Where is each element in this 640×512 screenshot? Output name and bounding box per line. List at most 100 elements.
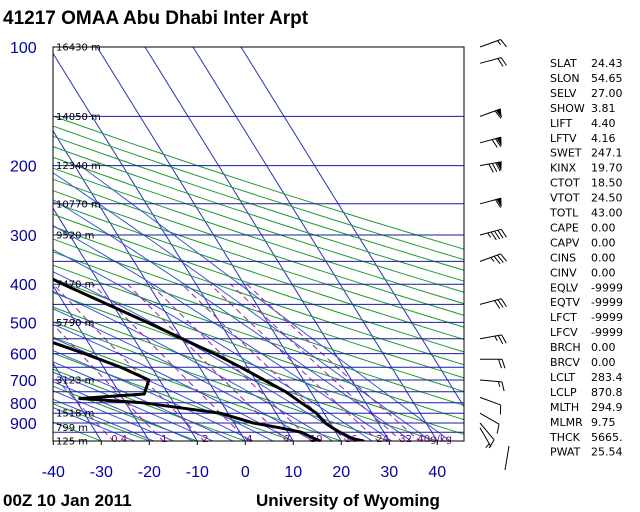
barb-full — [500, 229, 507, 238]
index-value: 54.65 — [591, 72, 623, 85]
index-value: 0.00 — [591, 236, 616, 249]
index-value: 43.00 — [591, 207, 623, 220]
dry-adiabat — [53, 352, 295, 441]
pressure-tick-label: 500 — [10, 315, 37, 332]
pressure-tick-label: 200 — [10, 159, 37, 176]
wind-barb — [480, 358, 506, 369]
mixing-ratio-label: 2 — [202, 434, 208, 445]
moist-adiabat — [53, 398, 156, 441]
index-value: 24.43 — [591, 57, 623, 70]
index-value: 9.75 — [591, 416, 616, 429]
isotherm-line — [96, 47, 342, 441]
mixing-ratio-label: 24 — [376, 434, 389, 445]
dry-adiabat — [53, 306, 439, 441]
barb-half — [494, 335, 498, 341]
wind-barb — [479, 298, 507, 309]
barb-shaft — [479, 228, 502, 236]
height-label: 3123 m — [56, 376, 94, 387]
index-key: CAPV — [550, 236, 580, 249]
barb-full — [497, 58, 504, 67]
height-label: 12340 m — [56, 161, 101, 172]
temperature-tick-label: 10 — [284, 464, 302, 481]
pressure-tick-label: 400 — [10, 277, 37, 294]
wind-barb — [479, 379, 505, 392]
moist-adiabat — [53, 381, 195, 441]
wind-barb — [479, 412, 500, 434]
mixing-ratio-label: 4 — [246, 434, 252, 445]
index-value: 25.54 — [591, 446, 623, 459]
height-label: 14050 m — [56, 112, 101, 123]
barb-pennant — [496, 161, 502, 171]
barb-shaft — [479, 379, 502, 383]
moist-adiabat — [53, 172, 432, 441]
pressure-axis: 100 200 300 400 500 600 700 800 900 — [10, 40, 37, 433]
height-label: 9520 m — [56, 231, 94, 242]
indices-panel: SLAT 24.43 SLON 54.65 SELV 27.00 SHOW 3.81 LIFT 4… — [549, 57, 623, 459]
barb-full — [491, 139, 498, 148]
dry-adiabat — [53, 225, 464, 366]
wind-barb — [479, 57, 507, 67]
index-key: MLMR — [550, 416, 583, 429]
index-value: 0.00 — [591, 356, 616, 369]
barb-full — [500, 253, 507, 262]
moist-adiabat — [53, 371, 215, 441]
dry-adiabat — [53, 278, 464, 421]
height-labels: 16430 m 14050 m 12340 m 10770 m 9520 m 7470 m… — [56, 43, 101, 448]
dewpoint-profile — [53, 341, 322, 441]
dry-adiabat — [53, 178, 464, 316]
index-value: -9999 — [591, 311, 623, 324]
isotherm-line — [192, 47, 438, 441]
index-value: 0.00 — [591, 251, 616, 264]
height-label: 5790 m — [56, 318, 94, 329]
wind-barb — [479, 427, 492, 449]
moist-adiabat — [53, 390, 175, 441]
dry-adiabat — [53, 190, 464, 328]
index-value: 870.8 — [591, 386, 623, 399]
dry-adiabat — [53, 264, 464, 406]
pressure-tick-label: 700 — [10, 373, 37, 390]
barb-full — [494, 110, 502, 119]
footer-date: 00Z 10 Jan 2011 — [3, 491, 132, 510]
barb-shaft — [479, 108, 501, 117]
index-key: CAPE — [550, 221, 579, 234]
index-key: BRCV — [550, 356, 580, 369]
sounding-profiles — [53, 277, 365, 441]
index-value: -9999 — [591, 281, 623, 294]
moist-adiabat — [53, 407, 136, 441]
mixing-ratio-label: 32 — [399, 434, 412, 445]
barb-full — [497, 335, 504, 345]
pressure-tick-label: 600 — [10, 347, 37, 364]
index-key: CTOT — [550, 177, 580, 190]
barb-full — [493, 255, 501, 265]
index-value: 283.4 — [591, 371, 623, 384]
index-value: 27.00 — [591, 87, 623, 100]
barb-shaft — [479, 334, 502, 340]
barb-shaft — [479, 57, 502, 64]
barb-shaft — [479, 253, 501, 262]
temperature-tick-label: 0 — [241, 464, 250, 481]
moist-adiabat — [53, 361, 235, 441]
index-key: EQLV — [550, 281, 579, 294]
index-key: CINV — [550, 266, 577, 279]
barb-full — [500, 57, 507, 66]
barb-half — [496, 40, 502, 46]
barb-full — [494, 300, 501, 309]
index-value: 0.00 — [591, 221, 616, 234]
barb-full — [495, 199, 502, 208]
index-key: EQTV — [550, 296, 580, 309]
index-key: PWAT — [550, 446, 581, 459]
barb-half — [485, 443, 490, 449]
barb-shaft — [479, 39, 501, 48]
barb-pennant — [496, 137, 502, 147]
footer-source: University of Wyoming — [256, 491, 440, 510]
barb-full — [498, 359, 502, 369]
temperature-tick-label: -10 — [186, 464, 209, 481]
index-key: LFTV — [550, 132, 577, 145]
index-key: LIFT — [550, 117, 573, 130]
barb-half — [490, 257, 495, 262]
index-key: KINX — [550, 162, 577, 175]
barb-full — [491, 163, 498, 173]
dry-adiabat — [53, 403, 151, 441]
index-value: 0.00 — [591, 341, 616, 354]
index-key: LCLT — [550, 371, 575, 384]
